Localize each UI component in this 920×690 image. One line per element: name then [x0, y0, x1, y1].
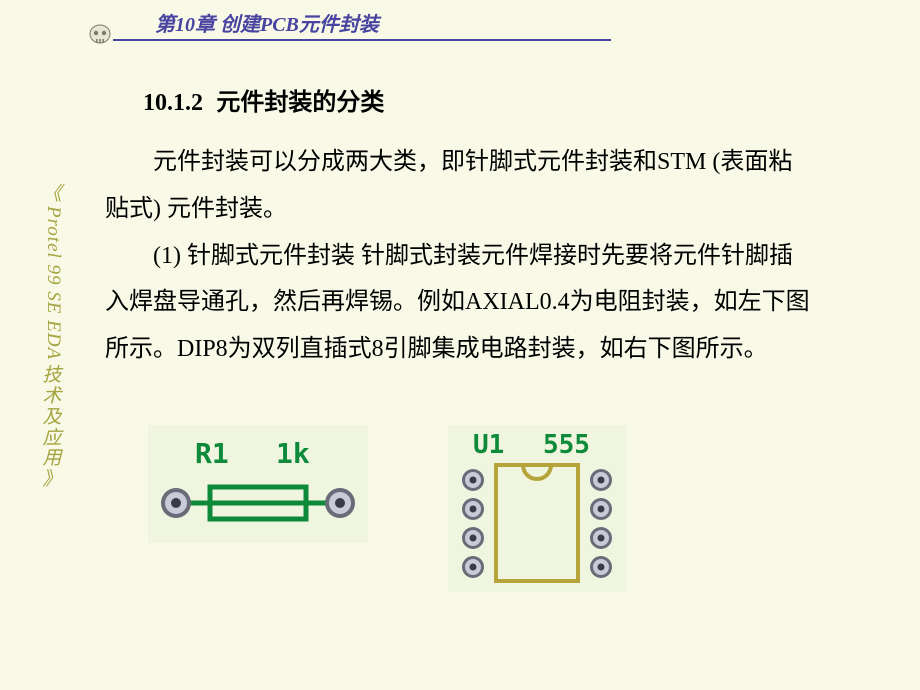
figure-dip8: U1 555	[448, 425, 626, 592]
figure-axial: R1 1k	[148, 425, 368, 543]
paragraph-1: 元件封装可以分成两大类，即针脚式元件封装和STM (表面粘贴式) 元件封装。	[105, 139, 810, 233]
chapter-pcb: PCB	[260, 14, 299, 36]
main-content: 10.1.2 元件封装的分类 元件封装可以分成两大类，即针脚式元件封装和STM …	[105, 82, 810, 373]
axial-ref: R1	[195, 437, 229, 470]
dip-pad	[590, 498, 612, 520]
p1-t1: 元件封装可以分成两大类，即针脚式元件封装和	[153, 149, 657, 175]
book-latin: Protel 99 SE EDA	[42, 206, 63, 360]
dip-pad	[462, 556, 484, 578]
skull-icon	[84, 24, 116, 46]
book-close-bracket: 》	[42, 469, 61, 490]
dip-pad	[590, 469, 612, 491]
p2-lead: (1)	[153, 243, 187, 269]
p2-eight: 8	[372, 336, 384, 362]
p1-t3: 元件封装。	[167, 196, 287, 222]
dip-pad	[590, 556, 612, 578]
dip-ref: U1	[473, 430, 504, 460]
section-title-text: 元件封装的分类	[216, 89, 384, 116]
header-underline	[113, 39, 611, 41]
dip-pad	[462, 469, 484, 491]
dip-pad	[590, 527, 612, 549]
section-title: 10.1.2 元件封装的分类	[143, 82, 810, 117]
book-open-bracket: 《	[42, 184, 61, 205]
figures-row: R1 1k U1 555	[148, 425, 626, 592]
chapter-prefix: 第	[155, 14, 175, 36]
paragraph-2: (1) 针脚式元件封装 针脚式封装元件焊接时先要将元件针脚插入焊盘导通孔，然后再…	[105, 233, 810, 373]
dip-pad	[462, 498, 484, 520]
p1-stm: STM (	[657, 149, 720, 175]
p2-t3: 为双列直插式	[228, 336, 372, 362]
chapter-suffix: 元件封装	[299, 14, 379, 36]
book-title-vertical: 《 Protel 99 SE EDA 技术及应用 》	[42, 185, 62, 491]
chapter-mid: 章 创建	[195, 14, 260, 36]
chapter-num: 10	[175, 14, 195, 36]
p2-axial: AXIAL0.4	[465, 289, 570, 315]
dip-pad	[462, 527, 484, 549]
book-cn: 技术及应用	[42, 365, 61, 470]
p2-t4: 引脚集成电路封装，如右下图所示。	[384, 336, 768, 362]
chapter-header: 第10章 创建PCB元件封装	[155, 8, 379, 37]
axial-value: 1k	[276, 437, 310, 470]
section-number: 10.1.2	[143, 90, 203, 116]
p1-paren: )	[153, 196, 167, 222]
dip-value: 555	[543, 430, 590, 460]
p2-dip: DIP8	[177, 336, 228, 362]
